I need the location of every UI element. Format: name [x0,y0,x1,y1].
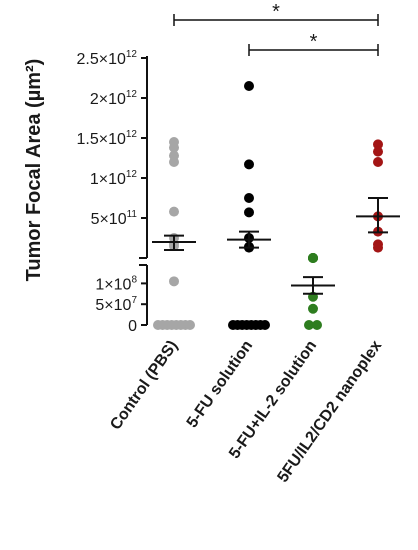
data-point [373,242,383,253]
y-tick-label: 2.5×1012 [76,49,137,68]
y-tick-label: 1×108 [95,274,137,293]
data-point [244,159,254,170]
x-tick-label: 5-FU solution [184,338,257,431]
y-tick-label: 5×107 [95,295,137,314]
axes: 5×1011 1×1012 1.5×1012 2×1012 2.5×1012 0 5×107… [76,1,385,486]
data-point [169,206,179,217]
y-tick-label: 2×1012 [90,89,138,108]
y-tick-label: 1.5×1012 [76,129,137,148]
significance-label: * [310,31,318,53]
data-point [308,252,318,263]
data-point [244,81,254,91]
y-tick-label: 0 [128,318,137,335]
data-point [169,157,179,167]
data-point [304,320,314,330]
significance-label: * [272,1,280,23]
data-point [244,193,254,203]
data-point [244,207,254,218]
data-point [373,139,383,150]
data-points [152,81,400,330]
data-point [373,146,383,157]
x-tick-label: Control (PBS) [107,338,181,434]
y-tick-label: 1×1012 [90,169,138,188]
data-point [260,320,270,330]
data-point [169,142,179,153]
data-point [312,320,322,330]
data-point [308,303,318,314]
data-point [373,157,383,167]
y-axis-label: Tumor Focal Area (µm²) [23,59,45,282]
y-tick-label: 5×1011 [91,209,138,228]
data-point [169,276,179,287]
data-point [185,320,195,330]
